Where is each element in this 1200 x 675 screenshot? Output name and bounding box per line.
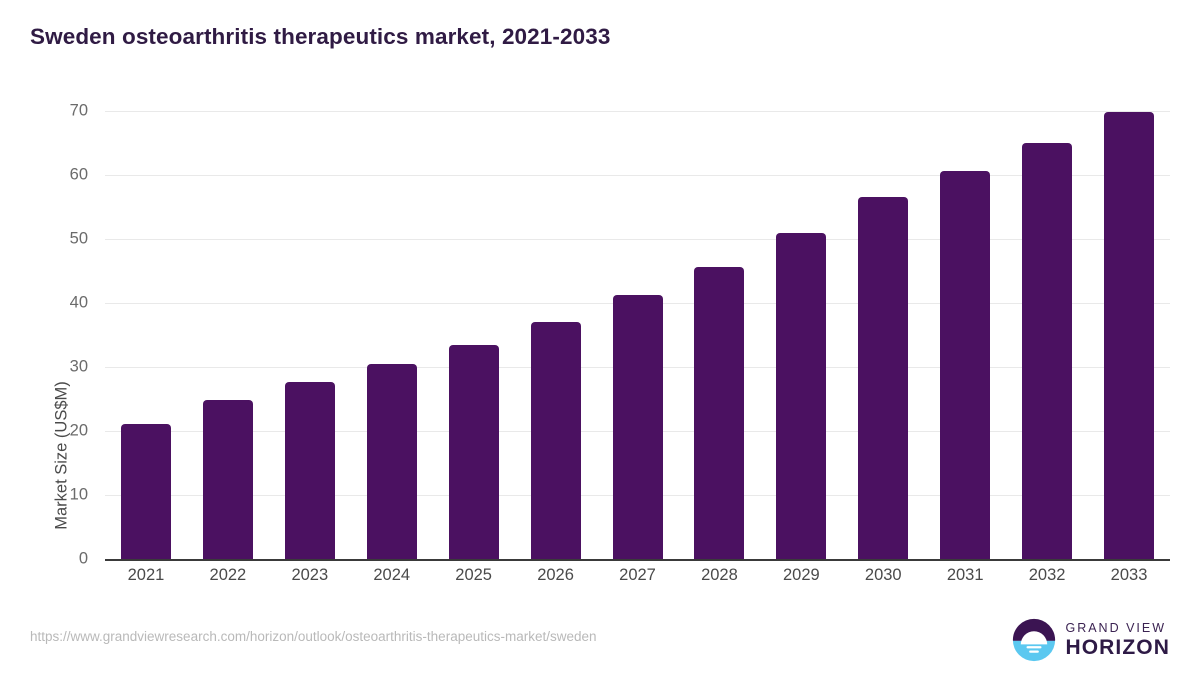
y-axis-tick-label: 40 [69, 293, 88, 312]
bar[interactable] [612, 295, 663, 559]
x-axis-tick-label: 2031 [946, 566, 984, 584]
y-axis-tick-label: 0 [78, 549, 88, 568]
gridline [105, 239, 1170, 240]
x-axis-tick-label: 2021 [127, 566, 165, 584]
brand-logo-text: GRAND VIEW HORIZON [1065, 622, 1170, 659]
x-axis-tick-label: 2028 [701, 566, 738, 584]
brand-logo-line2: HORIZON [1065, 636, 1170, 660]
bar[interactable] [776, 232, 827, 559]
bar[interactable] [284, 382, 335, 559]
bar[interactable] [366, 364, 417, 559]
bar[interactable] [530, 321, 581, 559]
bar[interactable] [940, 171, 991, 559]
page-title: Sweden osteoarthritis therapeutics marke… [30, 24, 611, 49]
bar[interactable] [694, 266, 745, 559]
source-url[interactable]: https://www.grandviewresearch.com/horizo… [30, 629, 597, 644]
x-axis-tick-label: 2024 [373, 566, 411, 584]
gridline [105, 175, 1170, 176]
bar[interactable] [120, 423, 171, 559]
y-axis-ticks: Market Size (US$M) 0 10 20 30 40 50 60 70 [20, 102, 89, 568]
x-axis-line [105, 559, 1170, 561]
horizon-sun-icon [1013, 618, 1056, 662]
x-axis-tick-label: 2026 [537, 566, 574, 584]
y-axis-tick-label: 60 [69, 165, 88, 184]
y-axis-tick-label: 30 [69, 357, 88, 376]
x-axis-tick-label: 2033 [1110, 566, 1148, 584]
brand-logo-line1: GRAND VIEW [1065, 620, 1167, 635]
y-axis-tick-label: 50 [69, 229, 88, 248]
y-axis-tick-label: 20 [69, 421, 88, 440]
brand-logo: GRAND VIEW HORIZON [1012, 618, 1170, 662]
x-axis-tick-label: 2030 [864, 566, 902, 584]
x-axis-tick-label: 2029 [782, 566, 820, 584]
bar[interactable] [448, 344, 499, 559]
y-axis-tick-label: 10 [69, 485, 88, 504]
y-axis-tick-label: 70 [69, 101, 88, 120]
x-axis-tick-label: 2023 [291, 566, 329, 584]
gridline [105, 111, 1170, 112]
plot-area [105, 111, 1170, 561]
x-axis-tick-label: 2032 [1028, 566, 1066, 584]
x-axis-ticks: 2021 2022 2023 2024 2025 2026 2027 2028 2029 2030… [105, 566, 1170, 596]
x-axis-tick-label: 2022 [209, 566, 247, 584]
bar[interactable] [202, 399, 253, 559]
x-axis-tick-label: 2027 [619, 566, 656, 584]
bar[interactable] [1104, 112, 1155, 559]
bar[interactable] [858, 197, 909, 559]
gridline [105, 559, 1170, 560]
bar[interactable] [1022, 143, 1073, 559]
x-axis-tick-label: 2025 [455, 566, 492, 584]
